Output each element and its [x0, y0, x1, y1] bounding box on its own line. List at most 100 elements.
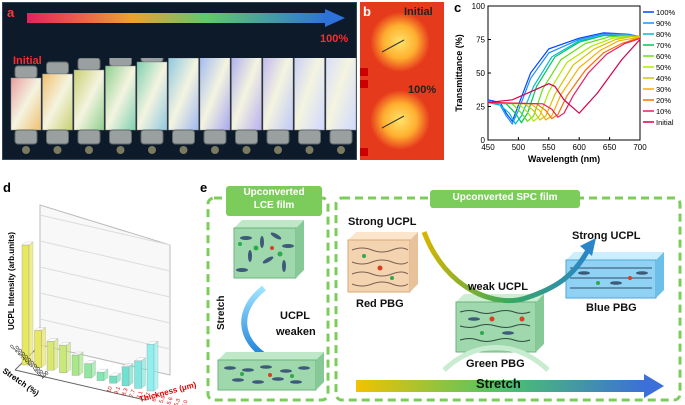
series-line	[487, 36, 640, 121]
legend-label: 40%	[656, 74, 671, 83]
film-sample	[294, 58, 325, 154]
panel-a-initial-label: Initial	[13, 55, 42, 67]
bar-3d	[146, 340, 159, 392]
panel-b-final-label: 100%	[408, 84, 437, 96]
ucpl-weaken-line1: UCPL	[280, 310, 310, 322]
weak-ucpl-label: weak UCPL	[468, 281, 528, 293]
panel-c: c 450 500 550 600 650 700 0 25 50 75 100 Wavelength…	[448, 0, 685, 165]
droplet-final	[370, 90, 430, 150]
bar-3d	[46, 337, 59, 371]
stretch-tick-label: 40	[21, 354, 30, 363]
bar-3d	[71, 351, 84, 376]
film-sample	[73, 58, 105, 154]
stretch-tick-label: 0	[9, 344, 15, 351]
bar-3d	[33, 326, 47, 369]
transmittance-chart: 450 500 550 600 650 700 0 25 50 75 100 Wavelength (…	[454, 2, 676, 164]
blue-pbg-box	[565, 252, 664, 299]
panel-a-final-label: 100%	[320, 33, 349, 45]
stretch-tick-label: 100	[39, 370, 50, 381]
bar-3d	[96, 368, 109, 382]
legend-label: 60%	[656, 52, 671, 61]
y-tick-label: 0	[481, 136, 486, 145]
film-sample	[168, 58, 199, 154]
bottom-stretch-label: Stretch	[476, 376, 521, 391]
film-sample	[231, 58, 262, 154]
stretch-tick-label: 70	[30, 363, 39, 372]
z-axis-label: UCPL Intensity (arb.units)	[7, 232, 16, 330]
x-axis-label: Wavelength (nm)	[528, 154, 600, 164]
panel-d: d 0 10 20 30 40 50 60 70 80 90 100 10 9.1 8.3 7.7 7.1 6.…	[0, 180, 200, 405]
red-pbg-box	[347, 232, 418, 293]
stretch-tick-label: 20	[15, 348, 24, 357]
y-tick-label: 100	[472, 2, 486, 11]
y-tick-label: 50	[476, 69, 485, 78]
stretch-tick-label: 80	[33, 366, 42, 375]
stretch-gradient-arrow	[27, 9, 345, 27]
thickness-tick-label: 7.1	[136, 390, 144, 399]
thickness-tick-label: 6.7	[144, 392, 152, 401]
gridline	[39, 214, 171, 246]
x-tick-label: 600	[573, 143, 587, 152]
lce-title-line1: Upconverted	[243, 187, 305, 198]
legend-label: Initial	[656, 118, 674, 127]
y-axis-label: Transmittance (%)	[454, 34, 464, 112]
x-tick-label: 700	[633, 143, 647, 152]
bar-3d	[108, 372, 122, 384]
green-pbg-box	[455, 294, 544, 353]
stretch-tick-label: 90	[36, 369, 45, 378]
series-line	[487, 37, 641, 119]
legend-label: 30%	[656, 85, 671, 94]
lce-film-unstretched	[233, 220, 304, 279]
legend-label: 80%	[656, 30, 671, 39]
series-line	[487, 34, 641, 124]
stretch-tick-label: 10	[12, 345, 21, 354]
thickness-tick-label: 5.0	[181, 399, 189, 405]
thickness-tick-label: 5.9	[159, 395, 167, 404]
panel-e-letter: e	[200, 180, 208, 195]
lce-title-line2: LCE film	[253, 200, 295, 211]
panel-b-letter: b	[363, 4, 371, 19]
panel-a: a 100% Initial	[2, 2, 357, 160]
film-sample	[262, 58, 294, 154]
film-sample	[325, 58, 357, 154]
x-tick-label: 650	[603, 143, 617, 152]
series-line	[487, 34, 641, 123]
stretch-tick-label: 50	[24, 357, 33, 366]
thickness-tick-label: 10	[106, 386, 114, 394]
series-line	[487, 33, 641, 126]
thickness-tick-label: 7.7	[129, 389, 137, 398]
y-tick-label: 25	[476, 103, 485, 112]
legend-label: 20%	[656, 96, 671, 105]
lce-film-stretched	[217, 352, 324, 391]
film-strip-row	[10, 58, 357, 154]
panel-b-initial-label: Initial	[404, 6, 433, 18]
lce-stretch-label: Stretch	[216, 295, 227, 330]
thickness-tick-label: 8.3	[121, 387, 129, 396]
spc-title: Upconverted SPC film	[452, 192, 558, 203]
film-sample	[105, 58, 136, 154]
gridline	[39, 266, 171, 298]
strong-ucpl-left: Strong UCPL	[348, 216, 417, 228]
panel-a-letter: a	[7, 5, 15, 20]
bar-3d	[21, 241, 34, 366]
panel-e: e	[196, 180, 685, 405]
thickness-tick-label: 5.3	[174, 398, 182, 405]
panel-c-letter: c	[454, 0, 462, 15]
thickness-tick-label: 5.6	[166, 396, 174, 405]
legend-label: 70%	[656, 41, 671, 50]
y-tick-label: 75	[476, 36, 485, 45]
bar-3d	[121, 363, 134, 387]
film-sample	[136, 58, 168, 154]
blue-pbg-label: Blue PBG	[586, 302, 637, 314]
legend-label: 10%	[656, 107, 671, 116]
x-tick-label: 550	[542, 143, 556, 152]
bar-3d	[133, 357, 147, 389]
ucpl-weaken-line2: weaken	[276, 326, 316, 338]
bar-3d	[83, 360, 97, 379]
legend-label: 50%	[656, 63, 671, 72]
legend-label: 100%	[656, 8, 676, 17]
film-sample	[42, 61, 73, 154]
panel-b: b Initial 100%	[360, 2, 444, 160]
series-line	[487, 32, 641, 123]
